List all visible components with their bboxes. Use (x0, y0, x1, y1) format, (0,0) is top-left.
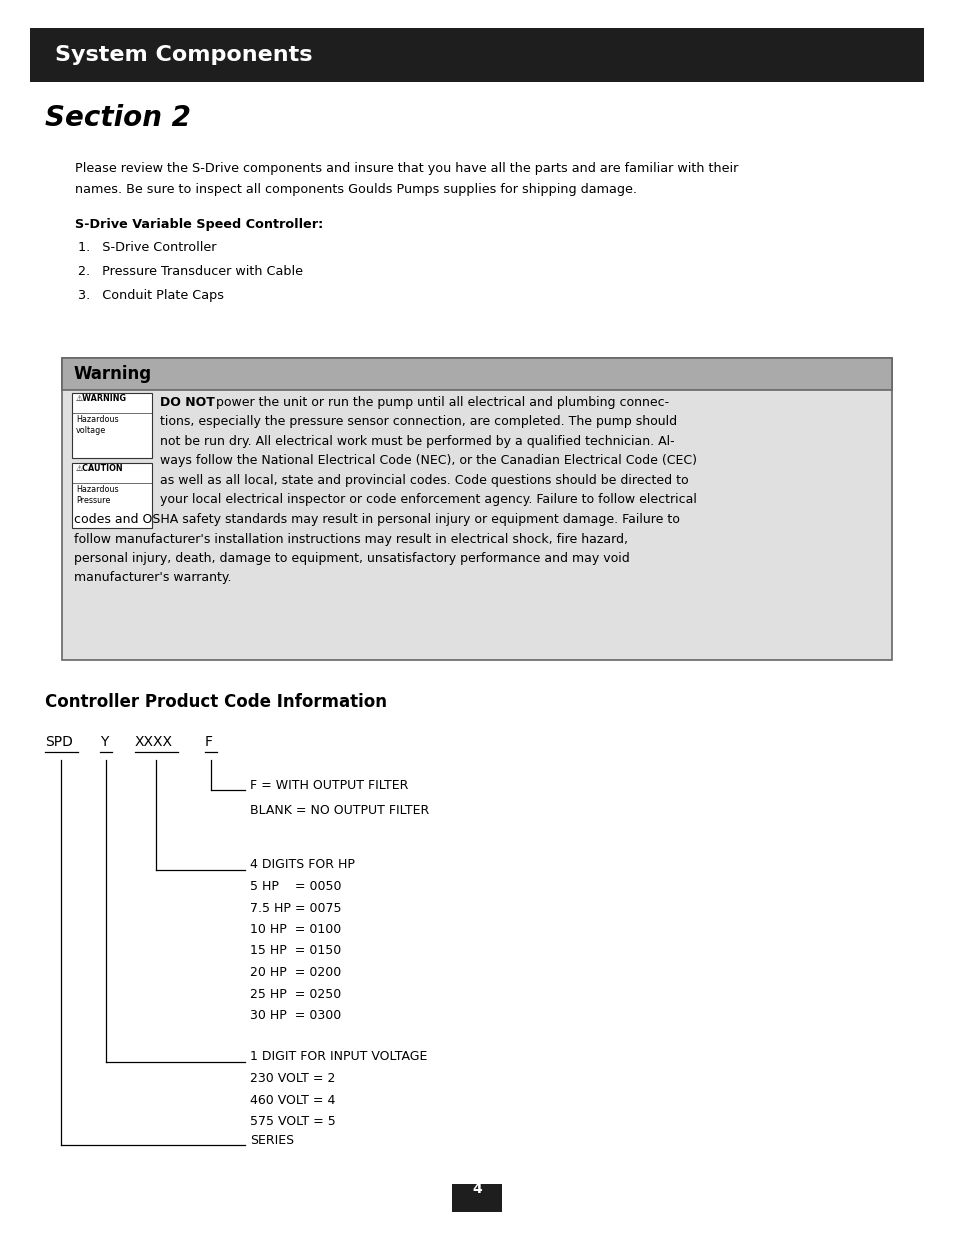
Text: SPD: SPD (45, 735, 72, 748)
Text: 25 HP  = 0250: 25 HP = 0250 (250, 988, 341, 1000)
Text: Please review the S-Drive components and insure that you have all the parts and : Please review the S-Drive components and… (75, 162, 738, 175)
Bar (62, 358, 891, 390)
Bar (71, 393, 152, 458)
Text: F: F (205, 735, 213, 748)
Bar (62, 358, 891, 659)
Text: 1 DIGIT FOR INPUT VOLTAGE: 1 DIGIT FOR INPUT VOLTAGE (250, 1051, 427, 1063)
Text: power the unit or run the pump until all electrical and plumbing connec-: power the unit or run the pump until all… (216, 396, 669, 409)
Text: 30 HP  = 0300: 30 HP = 0300 (250, 1009, 341, 1023)
Text: manufacturer's warranty.: manufacturer's warranty. (74, 572, 232, 584)
Text: ⚠WARNING: ⚠WARNING (76, 394, 127, 403)
Text: 2.   Pressure Transducer with Cable: 2. Pressure Transducer with Cable (78, 266, 303, 278)
Text: 10 HP  = 0100: 10 HP = 0100 (250, 923, 341, 936)
Text: codes and OSHA safety standards may result in personal injury or equipment damag: codes and OSHA safety standards may resu… (74, 513, 679, 526)
Text: 4: 4 (472, 1182, 481, 1195)
Text: SERIES: SERIES (250, 1134, 294, 1146)
Text: 7.5 HP = 0075: 7.5 HP = 0075 (250, 902, 341, 914)
Text: XXXX: XXXX (135, 735, 172, 748)
Text: 3.   Conduit Plate Caps: 3. Conduit Plate Caps (78, 289, 224, 303)
Text: Section 2: Section 2 (45, 104, 191, 132)
Text: F = WITH OUTPUT FILTER: F = WITH OUTPUT FILTER (250, 778, 408, 792)
Text: as well as all local, state and provincial codes. Code questions should be direc: as well as all local, state and provinci… (160, 474, 688, 487)
Text: Hazardous
voltage: Hazardous voltage (76, 415, 118, 435)
Bar (452, 1184, 501, 1212)
Text: not be run dry. All electrical work must be performed by a qualified technician.: not be run dry. All electrical work must… (160, 435, 674, 448)
Text: 4 DIGITS FOR HP: 4 DIGITS FOR HP (250, 858, 355, 872)
Text: ways follow the National Electrical Code (NEC), or the Canadian Electrical Code : ways follow the National Electrical Code… (160, 454, 697, 468)
Text: Hazardous
Pressure: Hazardous Pressure (76, 485, 118, 505)
Text: ⚠CAUTION: ⚠CAUTION (76, 464, 124, 473)
Text: 460 VOLT = 4: 460 VOLT = 4 (250, 1093, 335, 1107)
Text: your local electrical inspector or code enforcement agency. Failure to follow el: your local electrical inspector or code … (160, 494, 696, 506)
Text: 20 HP  = 0200: 20 HP = 0200 (250, 966, 341, 979)
Text: BLANK = NO OUTPUT FILTER: BLANK = NO OUTPUT FILTER (250, 804, 429, 816)
Text: tions, especially the pressure sensor connection, are completed. The pump should: tions, especially the pressure sensor co… (160, 415, 677, 429)
Text: S-Drive Variable Speed Controller:: S-Drive Variable Speed Controller: (75, 219, 323, 231)
Text: follow manufacturer's installation instructions may result in electrical shock, : follow manufacturer's installation instr… (74, 532, 627, 546)
Text: 5 HP    = 0050: 5 HP = 0050 (250, 881, 341, 893)
Text: System Components: System Components (55, 44, 313, 65)
Text: Controller Product Code Information: Controller Product Code Information (45, 693, 387, 711)
Text: names. Be sure to inspect all components Goulds Pumps supplies for shipping dama: names. Be sure to inspect all components… (75, 183, 637, 196)
Bar (30, 28, 923, 82)
Text: DO NOT: DO NOT (160, 396, 214, 409)
Text: 575 VOLT = 5: 575 VOLT = 5 (250, 1115, 335, 1128)
Text: personal injury, death, damage to equipment, unsatisfactory performance and may : personal injury, death, damage to equipm… (74, 552, 629, 564)
Text: Y: Y (100, 735, 109, 748)
Bar (71, 463, 152, 529)
Text: Warning: Warning (74, 366, 152, 383)
Text: 15 HP  = 0150: 15 HP = 0150 (250, 945, 341, 957)
Text: 1.   S-Drive Controller: 1. S-Drive Controller (78, 241, 216, 254)
Text: 230 VOLT = 2: 230 VOLT = 2 (250, 1072, 335, 1086)
